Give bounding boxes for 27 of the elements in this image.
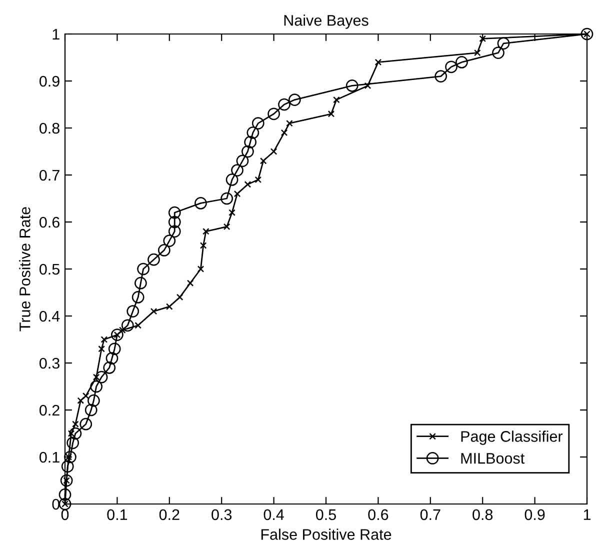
y-tick-label: 0.6 bbox=[40, 216, 60, 228]
y-tick-label: 0.3 bbox=[40, 358, 60, 369]
x-axis-title: False Positive Rate bbox=[261, 528, 392, 540]
x-tick-label: 0.5 bbox=[316, 509, 336, 520]
x-tick-label: 1 bbox=[584, 509, 591, 520]
y-tick-label: 0.4 bbox=[40, 310, 60, 322]
x-tick-label: 0.4 bbox=[264, 509, 284, 520]
x-tick-label: 0.8 bbox=[472, 509, 493, 520]
x-tick-label: 0.3 bbox=[212, 509, 232, 520]
y-tick-label: 0 bbox=[52, 498, 60, 510]
y-tick-label: 0.9 bbox=[40, 76, 60, 87]
x-tick-label: 0 bbox=[61, 509, 69, 520]
y-tick-label: 0.1 bbox=[40, 452, 60, 463]
y-tick-label: 0.2 bbox=[40, 404, 60, 416]
y-tick-label: 0.5 bbox=[40, 264, 60, 275]
legend-label: MILBoost bbox=[461, 453, 524, 464]
y-tick-label: 0.7 bbox=[40, 170, 60, 181]
x-tick-label: 0.7 bbox=[420, 509, 440, 520]
x-tick-label: 0.9 bbox=[524, 509, 545, 520]
x-tick-label: 0.2 bbox=[159, 509, 180, 520]
x-tick-label: 0.6 bbox=[368, 509, 388, 520]
legend-label: Page Classifier bbox=[461, 430, 563, 445]
y-tick-label: 1 bbox=[52, 29, 60, 40]
chart-title: Naive Bayes bbox=[284, 14, 368, 29]
x-tick-label: 0.1 bbox=[107, 509, 128, 520]
y-tick-label: 0.8 bbox=[40, 122, 60, 134]
y-axis-title: True Positive Rate bbox=[19, 207, 30, 332]
